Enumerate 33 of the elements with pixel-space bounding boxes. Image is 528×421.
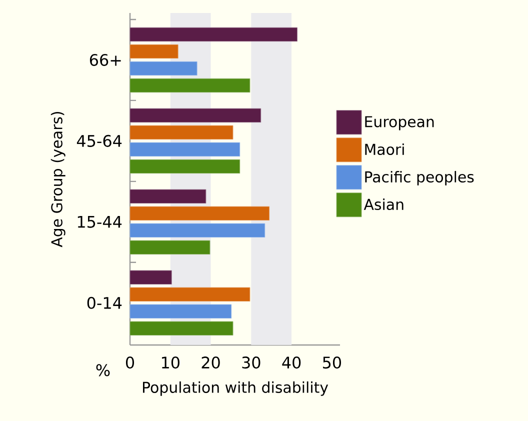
bar bbox=[130, 44, 178, 59]
bar bbox=[130, 270, 172, 285]
bar bbox=[130, 206, 270, 221]
bar bbox=[130, 27, 298, 42]
y-tick-label: 45-64 bbox=[76, 134, 122, 147]
bar bbox=[130, 61, 198, 76]
bar bbox=[130, 240, 210, 255]
bar bbox=[130, 287, 250, 302]
bar bbox=[130, 189, 206, 204]
y-axis-title: Age Group (years) bbox=[50, 112, 66, 248]
x-tick-label: 40 bbox=[282, 356, 301, 369]
y-tick-label: 15-44 bbox=[78, 216, 122, 228]
bar bbox=[130, 304, 232, 319]
x-tick-label: 30 bbox=[242, 356, 260, 369]
legend-label: Maori bbox=[365, 143, 404, 156]
bar bbox=[130, 159, 240, 174]
y-tick-label: 0-14 bbox=[87, 296, 122, 309]
bar bbox=[130, 78, 250, 93]
text: % bbox=[96, 364, 110, 376]
bar bbox=[130, 321, 234, 336]
bar bbox=[130, 142, 240, 157]
x-axis-title: Population with disability bbox=[143, 381, 328, 396]
bar bbox=[130, 223, 266, 238]
bar bbox=[130, 125, 234, 140]
bar bbox=[130, 108, 262, 123]
x-tick-label: 20 bbox=[202, 356, 220, 369]
y-tick-label: 66+ bbox=[90, 54, 121, 66]
x-tick-label: 0 bbox=[126, 356, 134, 369]
legend-label: Pacific peoples bbox=[365, 170, 474, 186]
legend-label: Asian bbox=[364, 198, 404, 210]
legend-label: European bbox=[365, 116, 434, 130]
x-tick-label: 10 bbox=[162, 356, 180, 369]
x-tick-label: 50 bbox=[323, 356, 341, 369]
